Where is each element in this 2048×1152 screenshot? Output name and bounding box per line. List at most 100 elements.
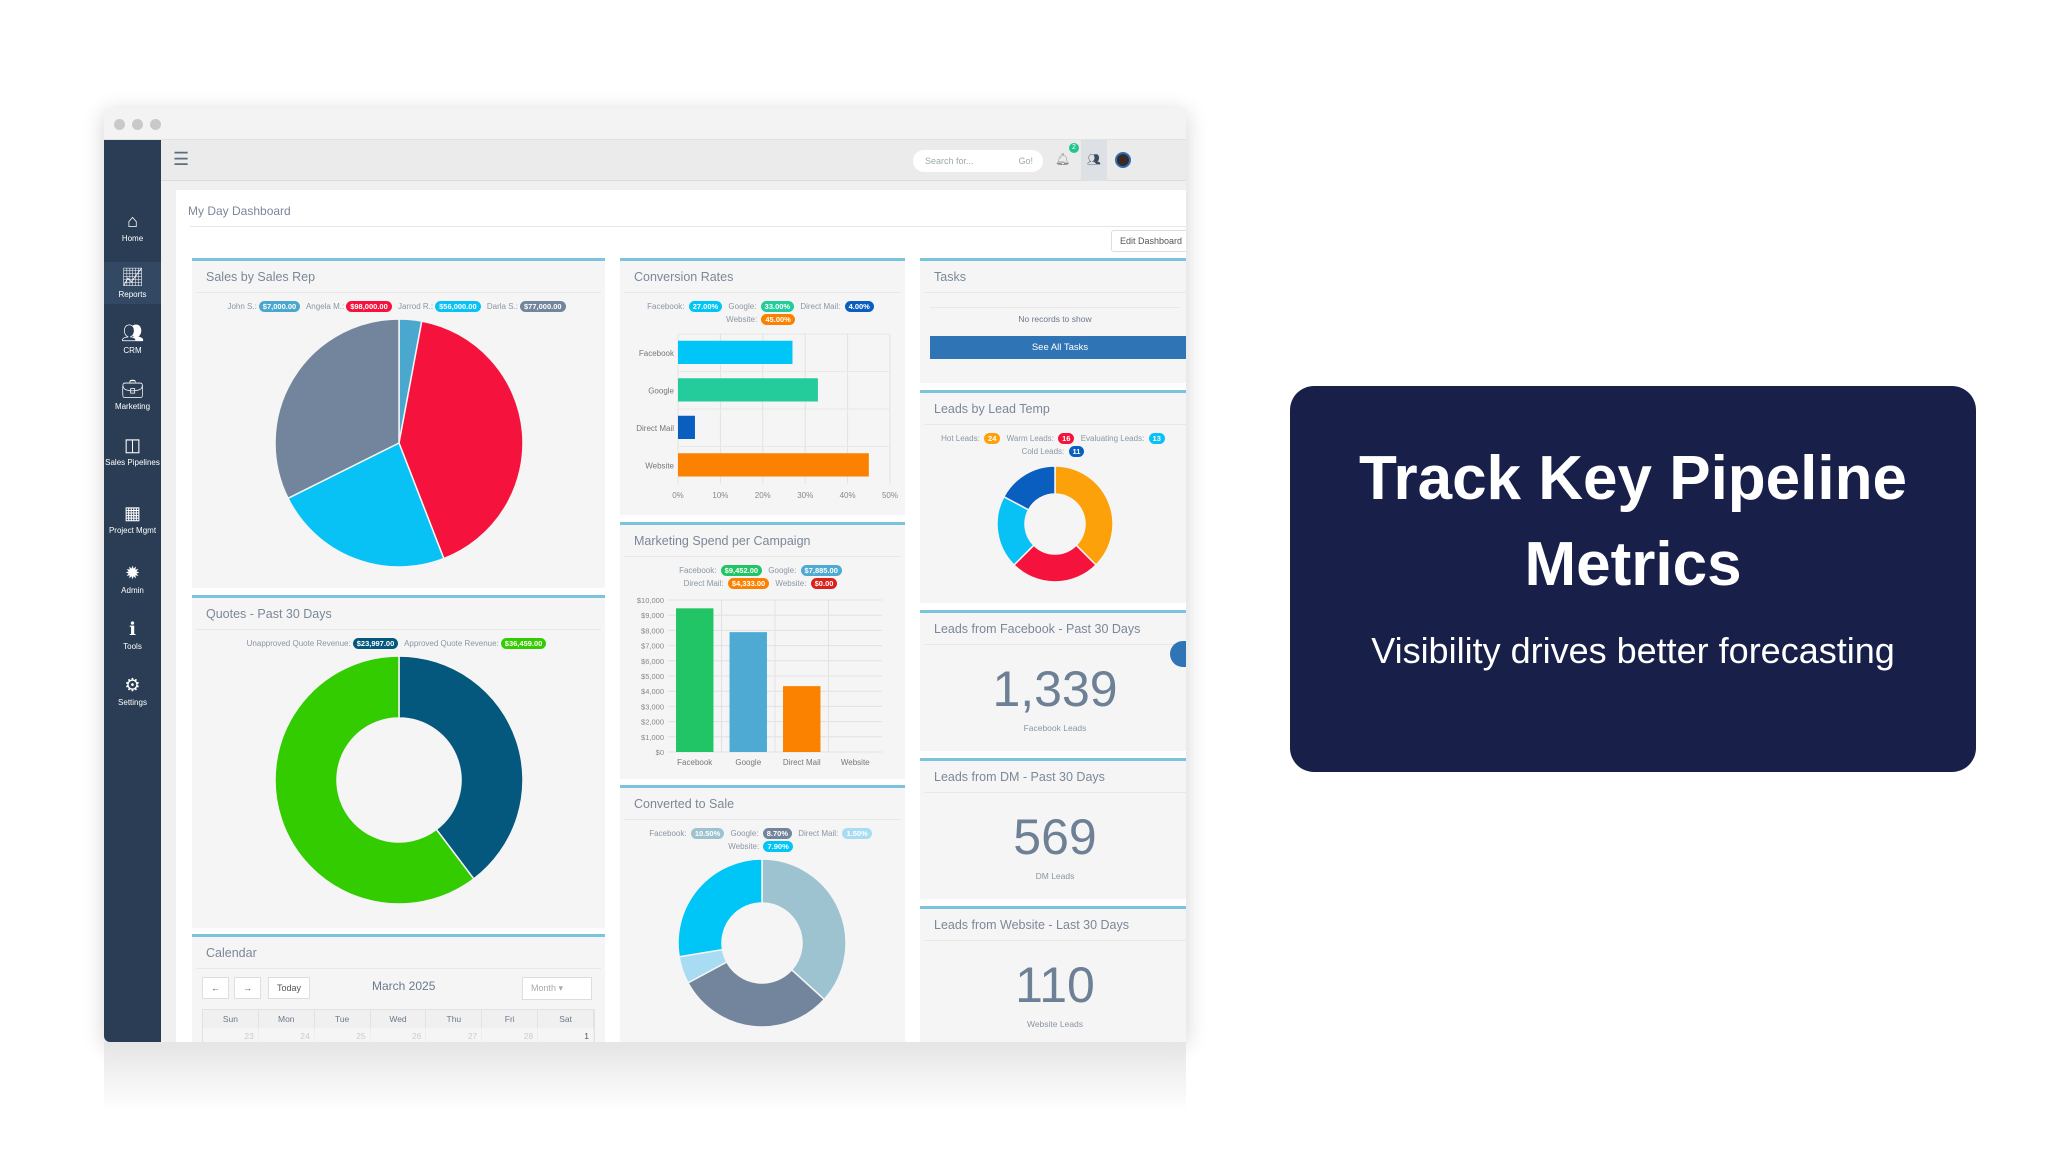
search-input[interactable]: Search for... Go! [913, 150, 1043, 172]
sidebar-item-marketing[interactable]: 💼︎ Marketing [104, 374, 161, 416]
legend-item: Google: $7,885.00 [768, 565, 846, 576]
window-minimize-dot[interactable] [132, 119, 143, 130]
y-tick-label: $1,000 [641, 733, 664, 742]
legend-label: Hot Leads [941, 434, 978, 443]
sidebar-item-reports[interactable]: 📈︎ Reports [104, 262, 161, 304]
window-maximize-dot[interactable] [150, 119, 161, 130]
bar-google[interactable] [678, 378, 818, 402]
sidebar-item-sales-pipelines[interactable]: ◫ Sales Pipelines [104, 430, 161, 472]
cog-burst-icon: ✹ [124, 563, 141, 583]
bar-facebook[interactable] [676, 608, 714, 752]
calendar-day[interactable]: 25 [315, 1028, 371, 1042]
window-close-dot[interactable] [114, 119, 125, 130]
legend-label: Warm Leads [1006, 434, 1052, 443]
weekday-header: Sun [203, 1010, 259, 1028]
today-button[interactable]: Today [268, 977, 311, 999]
bar-website[interactable] [678, 453, 869, 477]
legend-value-badge: 27.00% [688, 301, 723, 312]
bar-facebook[interactable] [678, 340, 793, 364]
legend-value-badge: 33.00% [760, 301, 795, 312]
chat-widget-button[interactable] [1170, 641, 1186, 667]
sidebar-item-crm[interactable]: 👥︎ CRM [104, 318, 161, 360]
calendar-day[interactable]: 28 [482, 1028, 539, 1042]
weekday-header: Wed [370, 1010, 427, 1028]
prev-month-button[interactable]: ← [202, 977, 229, 999]
bell-icon[interactable]: 🔔︎ [1055, 152, 1071, 166]
promo-callout: Track Key Pipeline Metrics Visibility dr… [1290, 386, 1976, 772]
chart-legend: Facebook: 27.00% Google: 33.00% Direct M… [620, 293, 905, 326]
bar-direct-mail[interactable] [678, 415, 695, 439]
weekday-header: Tue [314, 1010, 371, 1028]
sales-pie-chart [274, 318, 524, 568]
title-bar [104, 108, 1186, 140]
browser-window: ⌂ Home 📈︎ Reports 👥︎ CRM 💼︎ Marketing ◫ Sales Pip… [104, 108, 1186, 1042]
sidebar-item-settings[interactable]: ⚙ Settings [104, 670, 161, 712]
columns-icon: ◫ [123, 435, 141, 455]
slice-jarrod-r[interactable] [286, 441, 445, 568]
sidebar-item-tools[interactable]: ℹ Tools [104, 614, 161, 656]
calendar-day[interactable]: 26 [371, 1028, 427, 1042]
legend-value-badge: 1.50% [842, 828, 872, 839]
calendar-day[interactable]: 24 [259, 1028, 315, 1042]
slice-hot-leads[interactable] [1054, 465, 1114, 567]
page-title: My Day Dashboard [188, 204, 291, 218]
slice-facebook[interactable] [761, 858, 847, 1001]
card-title: Converted to Sale [624, 788, 901, 820]
info-icon: ℹ [129, 619, 136, 639]
tasks-card: Tasks No records to show See All Tasks [920, 258, 1186, 383]
x-tick-label: 0% [672, 491, 684, 500]
slice-unapproved-quote-revenue[interactable] [398, 655, 524, 880]
sidebar-item-home[interactable]: ⌂ Home [104, 206, 161, 248]
edit-dashboard-button[interactable]: Edit Dashboard [1111, 230, 1186, 252]
dm-leads-label: DM Leads [1035, 871, 1075, 881]
sidebar-item-admin[interactable]: ✹ Admin [104, 558, 161, 600]
conversion-bar-chart: 0% 10% 20% 30% 40% 50% Facebook Google Direct Ma… [636, 333, 898, 500]
team-icon[interactable]: 👥︎ [1081, 140, 1107, 181]
sidebar-item-label: Marketing [114, 402, 151, 411]
search-go-button[interactable]: Go! [1018, 156, 1033, 166]
x-tick-label: 40% [840, 491, 856, 500]
legend-value-badge: $77,000.00 [520, 301, 566, 312]
hamburger-menu-icon[interactable]: ☰ [173, 149, 190, 169]
calendar-day[interactable]: 1 [538, 1028, 594, 1042]
legend-value-badge: 11 [1068, 446, 1085, 457]
calendar-day[interactable]: 23 [203, 1028, 259, 1042]
see-all-tasks-button[interactable]: See All Tasks [930, 336, 1186, 359]
x-tick-label: 20% [755, 491, 771, 500]
slice-website[interactable] [677, 858, 763, 958]
calendar-card: Calendar ← → Today March 2025 Month ▾ Su… [192, 934, 605, 1042]
slice-cold-leads[interactable] [1002, 465, 1056, 511]
user-avatar[interactable] [1115, 152, 1131, 168]
bar-google[interactable] [729, 632, 767, 752]
next-month-button[interactable]: → [234, 977, 261, 999]
legend-value-badge: $9,452.00 [720, 565, 763, 576]
legend-label: Approved Quote Revenue: [404, 639, 499, 648]
quotes-donut-chart [274, 655, 524, 905]
card-title: Leads by Lead Temp [924, 393, 1186, 425]
slice-angela-m[interactable] [398, 320, 524, 560]
weekday-header: Thu [426, 1010, 483, 1028]
bar-direct-mail[interactable] [783, 686, 821, 752]
dm-leads-count: 569 [1013, 809, 1097, 865]
card-title: Quotes - Past 30 Days [196, 598, 601, 630]
legend-value-badge: 10.50% [690, 828, 725, 839]
view-select[interactable]: Month ▾ [522, 977, 592, 1000]
x-tick-label: Google [735, 758, 761, 767]
card-title: Calendar [196, 937, 601, 969]
chart-legend: Facebook: $9,452.00 Google: $7,885.00 Di… [620, 557, 905, 590]
slice-google[interactable] [687, 960, 826, 1028]
calendar-day[interactable]: 27 [426, 1028, 483, 1042]
legend-item: Warm Leads: 16 [1006, 433, 1079, 444]
x-tick-label: Facebook [677, 758, 713, 767]
legend-item: Direct Mail: $4,333.00 [684, 578, 774, 589]
slice-darla-s[interactable] [274, 318, 400, 500]
legend-item: Angela M.: $98,000.00 [306, 301, 396, 312]
x-tick-label: 50% [882, 491, 898, 500]
sidebar-item-project-mgmt[interactable]: ▦ Project Mgmt [104, 498, 161, 540]
legend-label: Evaluating Leads [1080, 434, 1143, 443]
x-tick-label: 10% [712, 491, 728, 500]
y-tick-label: $6,000 [641, 657, 664, 666]
legend-item: Darla S.: $77,000.00 [487, 301, 570, 312]
slice-approved-quote-revenue[interactable] [274, 655, 475, 905]
legend-label: John S.: [227, 302, 257, 311]
